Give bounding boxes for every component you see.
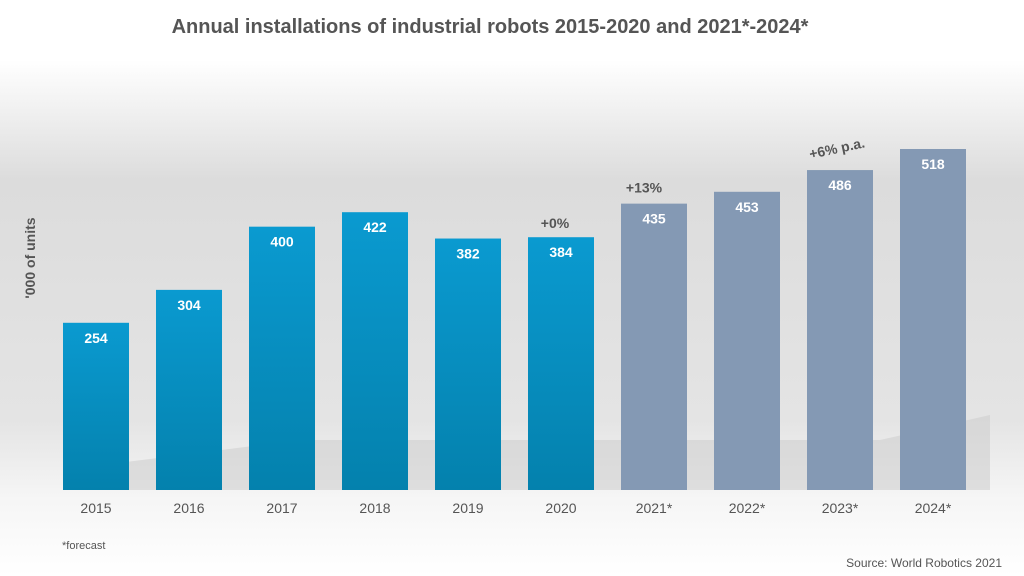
annotation-growth-pa: +6% p.a.: [808, 134, 867, 161]
bar-2020: [528, 237, 594, 490]
data-label-2016: 304: [177, 297, 201, 313]
bar-2021*: [621, 203, 687, 491]
bar-2023*: [807, 170, 873, 490]
source-note: Source: World Robotics 2021: [846, 556, 1002, 570]
bar-2019: [435, 238, 501, 490]
data-label-2021*: 435: [642, 211, 666, 227]
data-label-2015: 254: [84, 330, 108, 346]
annotation-2021*: +13%: [626, 180, 663, 196]
data-label-2020: 384: [549, 244, 573, 260]
x-tick-2017: 2017: [266, 500, 297, 516]
bar-2024*: [900, 149, 966, 490]
data-label-2022*: 453: [735, 199, 759, 215]
x-tick-2020: 2020: [545, 500, 576, 516]
data-label-2024*: 518: [921, 156, 945, 172]
bar-2015: [63, 322, 129, 490]
x-tick-2019: 2019: [452, 500, 483, 516]
x-tick-2018: 2018: [359, 500, 390, 516]
bar-2018: [342, 212, 408, 491]
x-tick-2016: 2016: [173, 500, 204, 516]
footnote: *forecast: [62, 540, 106, 552]
x-tick-2021*: 2021*: [636, 500, 673, 516]
x-tick-2015: 2015: [80, 500, 111, 516]
bar-2022*: [714, 191, 780, 490]
data-label-2019: 382: [456, 246, 480, 262]
bar-2016: [156, 289, 222, 490]
x-tick-2024*: 2024*: [915, 500, 952, 516]
chart-title: Annual installations of industrial robot…: [171, 16, 809, 38]
data-label-2018: 422: [363, 219, 387, 235]
bar-2017: [249, 226, 315, 490]
annotation-2020: +0%: [541, 215, 570, 231]
x-tick-2023*: 2023*: [822, 500, 859, 516]
data-label-2023*: 486: [828, 177, 852, 193]
data-label-2017: 400: [270, 234, 294, 250]
x-tick-2022*: 2022*: [729, 500, 766, 516]
